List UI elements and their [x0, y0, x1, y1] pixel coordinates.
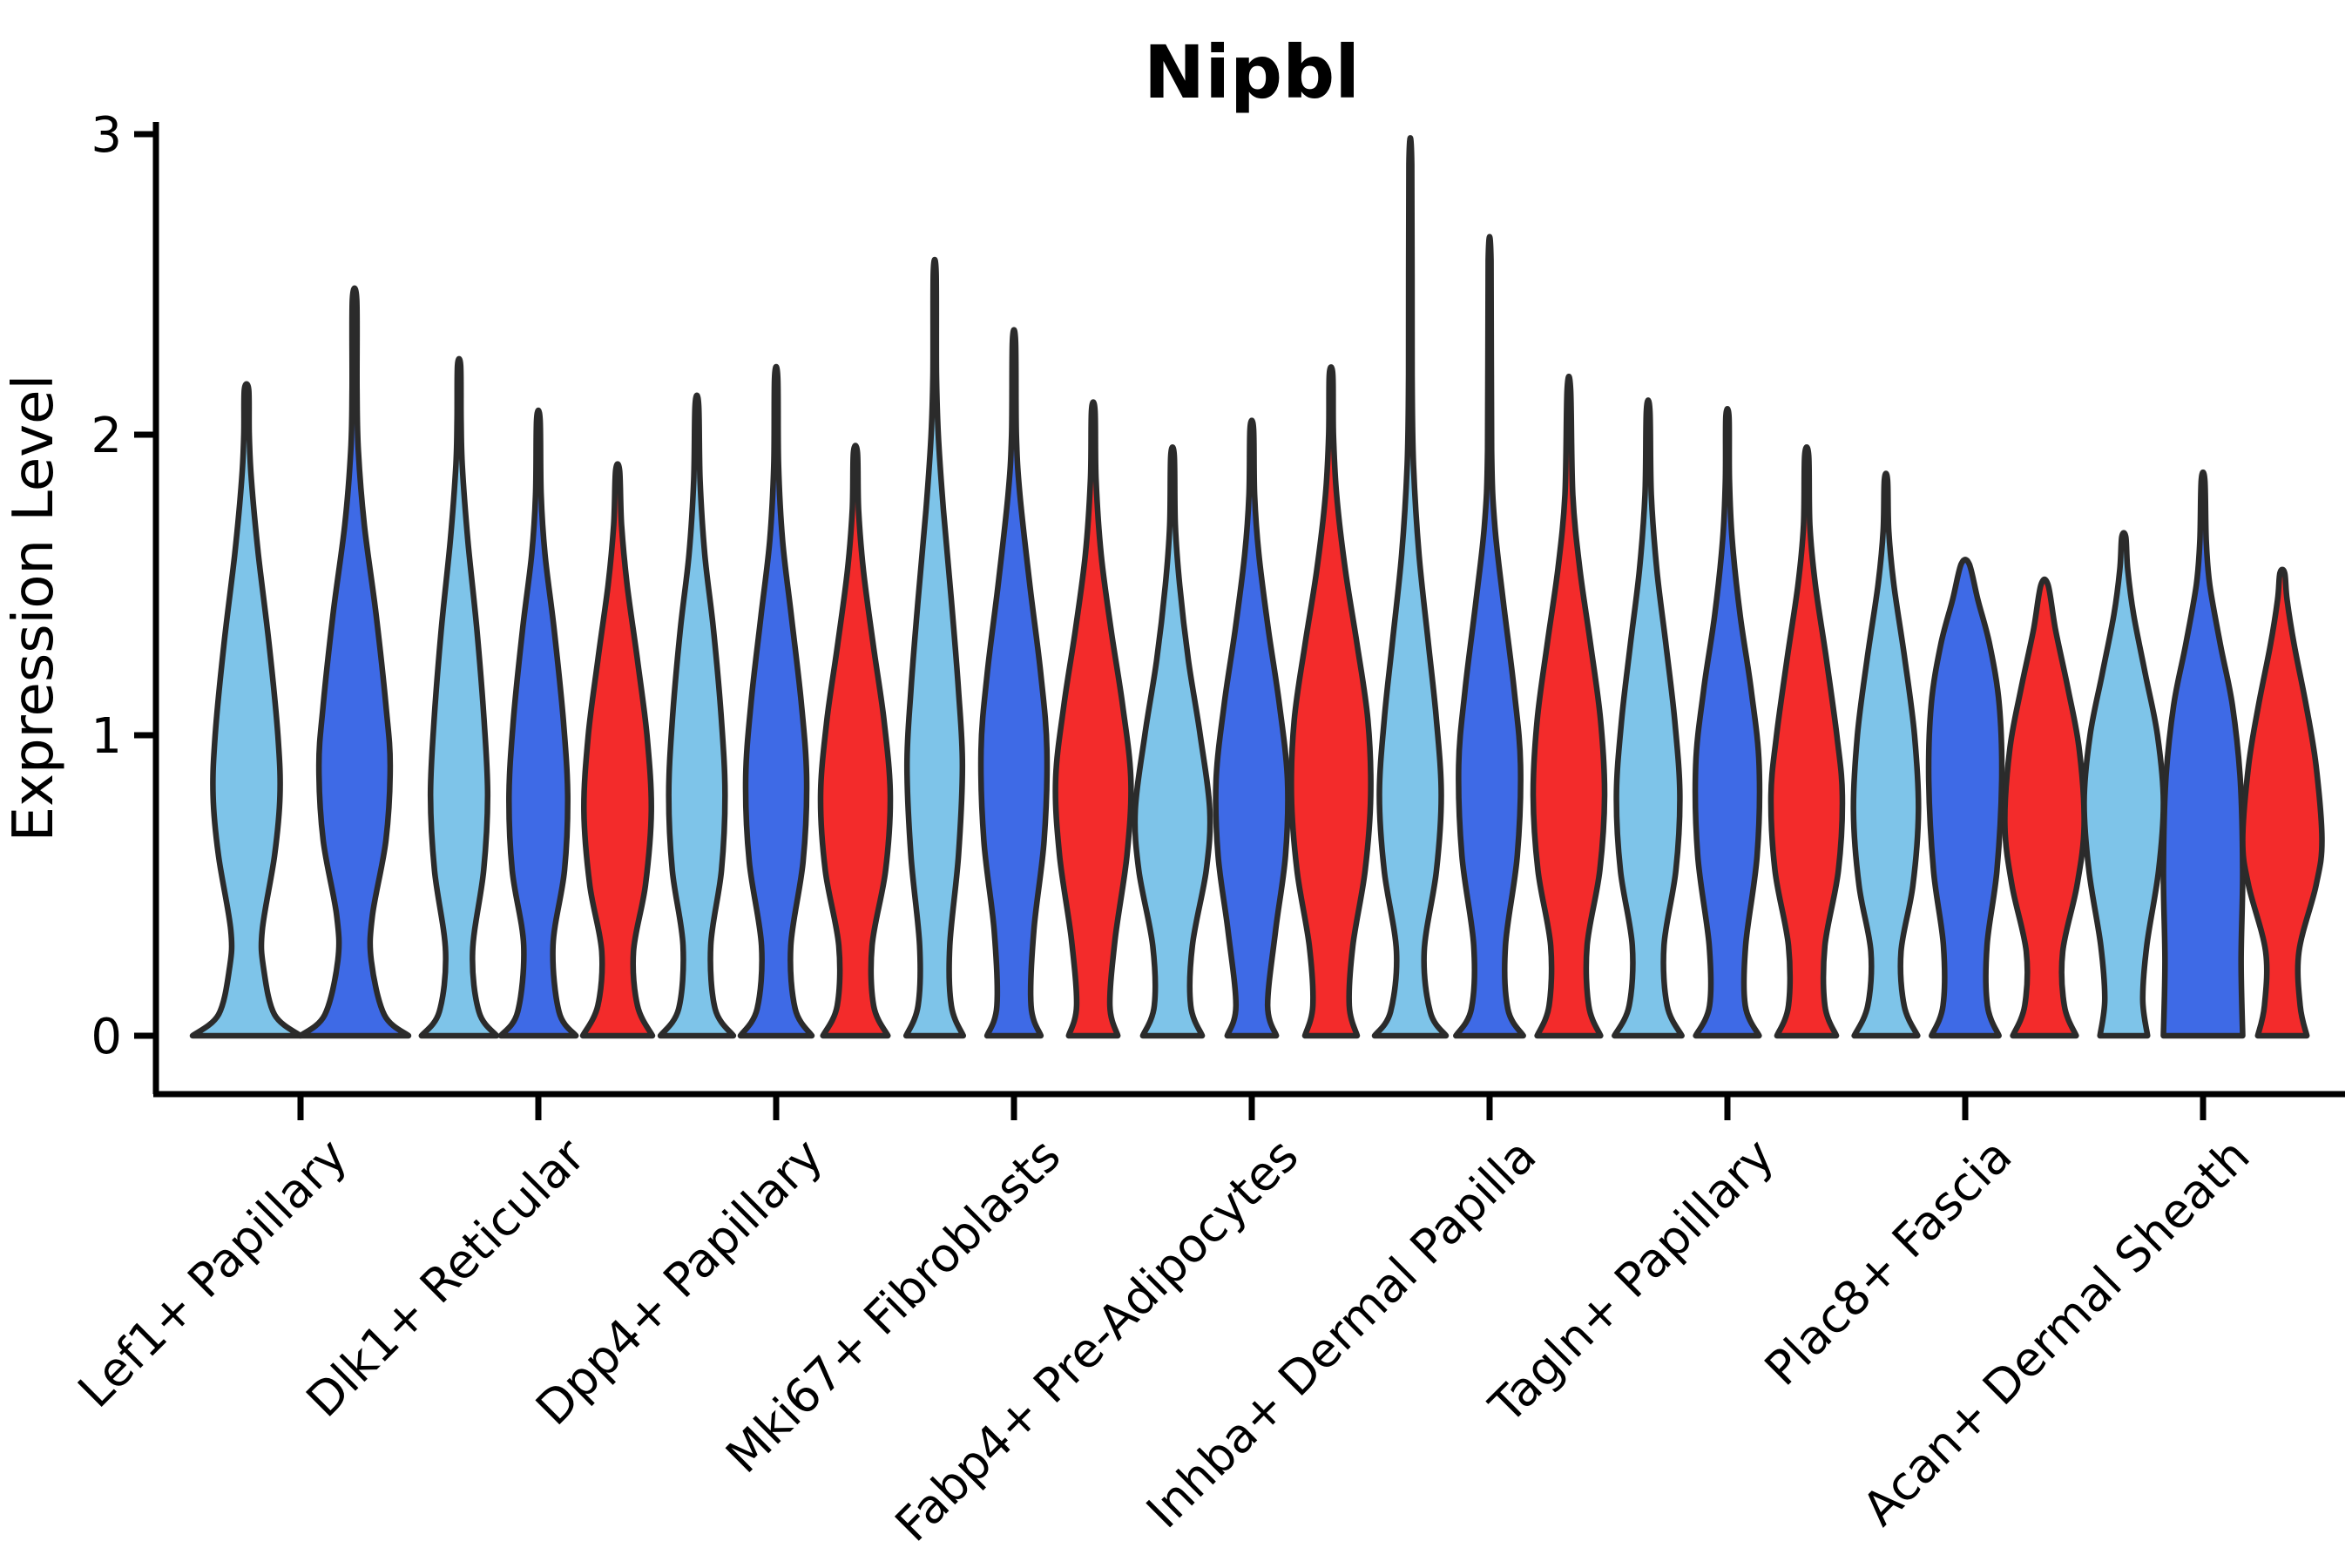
- violin-mki67-dark_blue: [977, 327, 1051, 1039]
- violin-dpp4-dark_blue: [737, 363, 815, 1039]
- violin-fabp4-dark_blue: [1213, 417, 1291, 1039]
- violin-tagln-dark_blue: [1692, 405, 1763, 1039]
- violin-dlk1-light_blue: [418, 355, 500, 1039]
- y-tick-label: 1: [91, 708, 122, 765]
- violin-inhba-red: [1530, 373, 1608, 1039]
- x-tick-label: Acan+ Dermal Sheath: [1852, 1128, 2260, 1536]
- x-tick-label: Inhba+ Dermal Papilla: [1136, 1128, 1546, 1538]
- violin-plac8-light_blue: [1850, 470, 1922, 1039]
- violin-inhba-dark_blue: [1453, 233, 1526, 1039]
- violin-mki67-light_blue: [902, 256, 967, 1039]
- violin-tagln-red: [1767, 443, 1846, 1039]
- violin-plac8-dark_blue: [1925, 557, 2005, 1039]
- violin-lef1-light_blue: [189, 381, 304, 1039]
- violin-mki67-red: [1052, 399, 1134, 1039]
- violin-dpp4-light_blue: [657, 392, 737, 1039]
- violin-dpp4-red: [817, 443, 894, 1039]
- violin-acan-red: [2240, 566, 2325, 1039]
- violin-fabp4-light_blue: [1132, 443, 1213, 1039]
- violin-acan-light_blue: [2081, 530, 2166, 1039]
- y-tick-label: 2: [91, 408, 122, 464]
- violin-tagln-light_blue: [1612, 397, 1685, 1039]
- y-axis-label: Expression Level: [2, 375, 66, 842]
- y-tick-label: 0: [91, 1009, 122, 1065]
- violin-plac8-red: [2002, 576, 2087, 1039]
- chart-title: Nipbl: [1144, 30, 1360, 115]
- violin-acan-dark_blue: [2160, 469, 2246, 1039]
- y-axis-ticks: 0 1 2 3: [91, 107, 156, 1065]
- violin-dlk1-red: [579, 461, 656, 1039]
- violin-inhba-light_blue: [1371, 135, 1450, 1039]
- violin-fabp4-red: [1288, 364, 1374, 1039]
- x-tick-label: Plac8+ Fascia: [1754, 1128, 2023, 1396]
- x-tick-label: Fabp4+ Pre-Adipocytes: [885, 1128, 1309, 1552]
- violin-series: [189, 135, 2325, 1039]
- violin-dlk1-dark_blue: [497, 407, 579, 1039]
- y-tick-label: 3: [91, 107, 122, 164]
- violin-lef1-dark_blue: [297, 285, 412, 1039]
